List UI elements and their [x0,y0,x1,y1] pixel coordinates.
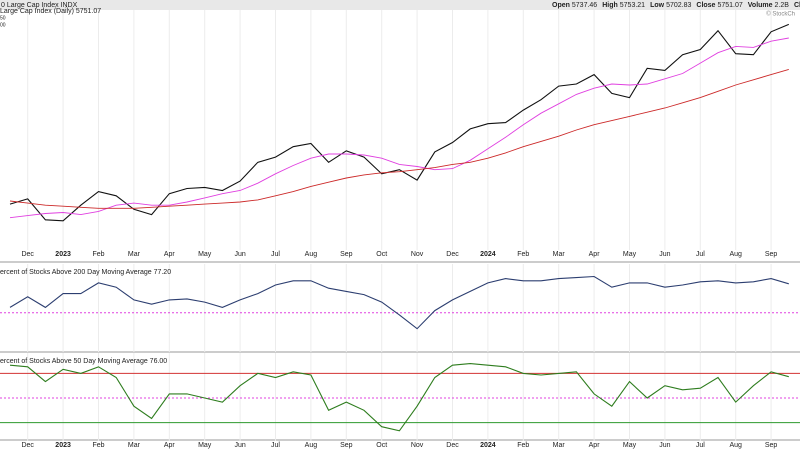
x-tick-label: Oct [376,442,387,449]
x-tick-label: Nov [411,442,424,449]
x-tick-label: Sep [340,251,353,258]
x-tick-label: Feb [92,251,104,258]
x-tick-label: Jun [659,442,670,449]
x-tick-label: Feb [517,442,529,449]
series-line [9,37,789,219]
x-tick-label: Sep [765,442,778,449]
x-tick-label: Apr [589,442,601,449]
x-tick-label: May [198,251,212,258]
watermark: © StockCh [766,11,795,18]
header-bar [0,0,800,10]
x-tick-label: Jul [271,442,280,449]
quote-label: High [602,2,618,9]
x-tick-label: Apr [589,251,601,258]
x-tick-label: Mar [553,251,566,258]
x-tick-label: May [198,442,212,449]
x-tick-label: Dec [446,251,459,258]
quote-label: Close [696,2,715,9]
x-tick-label: Aug [305,442,318,449]
x-tick-label: Jun [234,251,245,258]
quote-value: 5702.83 [666,2,691,9]
x-tick-label: Dec [21,442,34,449]
quote-value: 5737.46 [572,2,597,9]
x-tick-label: Apr [164,251,176,258]
x-tick-label: Aug [729,251,742,258]
x-tick-label: Dec [446,442,459,449]
x-tick-label: Sep [765,251,778,258]
series-line [9,68,789,209]
x-tick-label: Aug [729,442,742,449]
x-tick-label: Feb [92,442,104,449]
x-tick-label: 2023 [55,442,71,449]
x-tick-label: 2023 [55,251,71,258]
x-tick-label: Jul [271,251,280,258]
x-tick-label: Feb [517,251,529,258]
x-tick-label: Oct [376,251,387,258]
quote-label: Chg [794,2,800,9]
x-tick-label: Jun [234,442,245,449]
x-tick-label: May [623,251,637,258]
x-tick-label: Jul [696,442,705,449]
x-tick-label: Nov [411,251,424,258]
series-line [9,363,789,432]
x-tick-label: May [623,442,637,449]
x-tick-label: Apr [164,442,176,449]
quote-label: Volume [748,2,773,9]
legend-entry: Large Cap Index (Daily) 5751.07 [0,8,101,15]
x-tick-label: 2024 [480,251,496,258]
panel-title: ercent of Stocks Above 200 Day Moving Av… [0,269,171,276]
series-line [9,275,789,330]
quote-value: 5751.07 [717,2,742,9]
legend-entry: 00 [0,22,6,28]
x-tick-label: Mar [553,442,566,449]
quote-value: 2.2B [775,2,790,9]
x-tick-label: Aug [305,251,318,258]
x-tick-label: Jul [696,251,705,258]
x-tick-label: Mar [128,442,141,449]
x-tick-label: Jun [659,251,670,258]
quote-value: 5753.21 [620,2,645,9]
quote-label: Low [650,2,665,9]
quote-label: Open [552,2,570,9]
x-tick-label: Mar [128,251,141,258]
x-tick-label: Dec [21,251,34,258]
panel-title: ercent of Stocks Above 50 Day Moving Ave… [0,358,167,365]
series-line [9,23,790,222]
x-tick-label: Sep [340,442,353,449]
legend-entry: 50 [0,15,6,21]
x-tick-label: 2024 [480,442,496,449]
symbol: 0 Large Cap Index INDX [1,2,78,9]
